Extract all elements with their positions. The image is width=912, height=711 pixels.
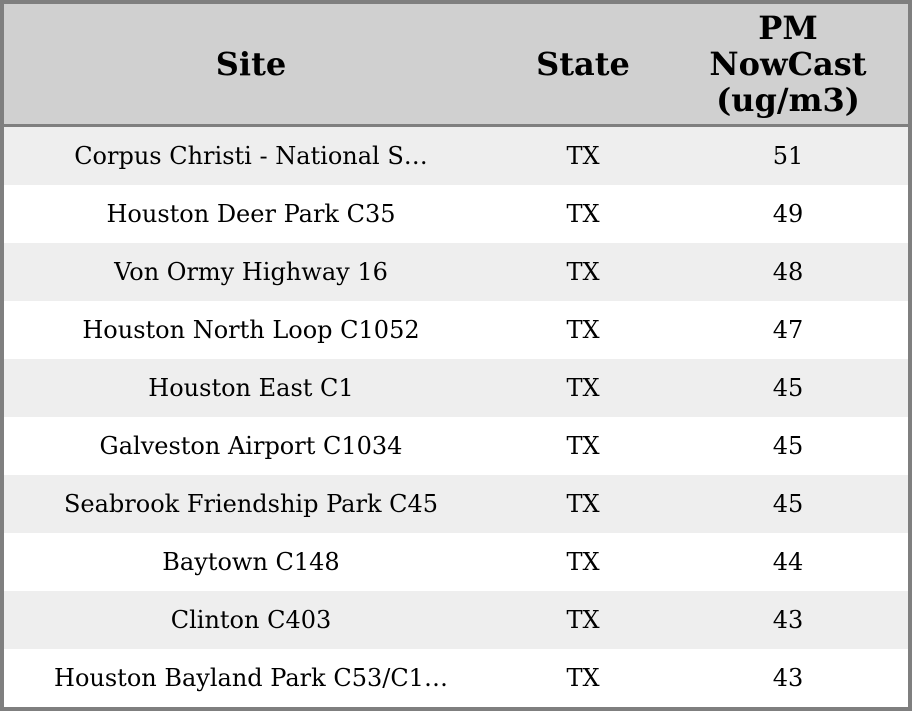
column-header-pm-nowcast[interactable]: PM NowCast (ug/m3) bbox=[668, 10, 908, 118]
state-cell: TX bbox=[566, 664, 600, 692]
pm-nowcast-cell: 48 bbox=[772, 258, 804, 286]
pm-nowcast-cell: 43 bbox=[772, 606, 804, 634]
state-cell: TX bbox=[566, 606, 600, 634]
column-header-pm-nowcast-label: PM NowCast (ug/m3) bbox=[709, 9, 867, 119]
table-row[interactable]: Houston Deer Park C35 TX 49 bbox=[4, 185, 908, 243]
pm-nowcast-cell: 45 bbox=[772, 374, 804, 402]
site-cell: Houston East C1 bbox=[148, 374, 354, 402]
table-row[interactable]: Seabrook Friendship Park C45 TX 45 bbox=[4, 475, 908, 533]
pm-nowcast-cell: 51 bbox=[772, 142, 804, 170]
pm-nowcast-cell: 44 bbox=[772, 548, 804, 576]
pm-nowcast-cell: 47 bbox=[772, 316, 804, 344]
state-cell: TX bbox=[566, 200, 600, 228]
site-cell: Corpus Christi - National S… bbox=[74, 142, 428, 170]
pm-nowcast-cell: 45 bbox=[772, 490, 804, 518]
state-cell: TX bbox=[566, 548, 600, 576]
state-cell: TX bbox=[566, 490, 600, 518]
table-header-row: Site State PM NowCast (ug/m3) bbox=[4, 4, 908, 127]
table-row[interactable]: Houston East C1 TX 45 bbox=[4, 359, 908, 417]
pm-nowcast-cell: 49 bbox=[772, 200, 804, 228]
state-cell: TX bbox=[566, 432, 600, 460]
table-row[interactable]: Houston North Loop C1052 TX 47 bbox=[4, 301, 908, 359]
state-cell: TX bbox=[566, 142, 600, 170]
table-row[interactable]: Clinton C403 TX 43 bbox=[4, 591, 908, 649]
column-header-site[interactable]: Site bbox=[215, 45, 287, 83]
site-cell: Von Ormy Highway 16 bbox=[114, 258, 388, 286]
pm-nowcast-cell: 43 bbox=[772, 664, 804, 692]
site-cell: Clinton C403 bbox=[170, 606, 332, 634]
state-cell: TX bbox=[566, 316, 600, 344]
site-cell: Galveston Airport C1034 bbox=[99, 432, 403, 460]
state-cell: TX bbox=[566, 374, 600, 402]
table-row[interactable]: Baytown C148 TX 44 bbox=[4, 533, 908, 591]
state-cell: TX bbox=[566, 258, 600, 286]
site-cell: Houston Bayland Park C53/C1… bbox=[54, 664, 448, 692]
table-row[interactable]: Galveston Airport C1034 TX 45 bbox=[4, 417, 908, 475]
table-row[interactable]: Corpus Christi - National S… TX 51 bbox=[4, 127, 908, 185]
site-cell: Baytown C148 bbox=[162, 548, 340, 576]
table-body: Corpus Christi - National S… TX 51 Houst… bbox=[4, 127, 908, 707]
table-row[interactable]: Houston Bayland Park C53/C1… TX 43 bbox=[4, 649, 908, 707]
site-cell: Seabrook Friendship Park C45 bbox=[63, 490, 439, 518]
site-cell: Houston Deer Park C35 bbox=[106, 200, 396, 228]
site-cell: Houston North Loop C1052 bbox=[82, 316, 420, 344]
column-header-state[interactable]: State bbox=[536, 45, 630, 83]
table-row[interactable]: Von Ormy Highway 16 TX 48 bbox=[4, 243, 908, 301]
pm-nowcast-cell: 45 bbox=[772, 432, 804, 460]
